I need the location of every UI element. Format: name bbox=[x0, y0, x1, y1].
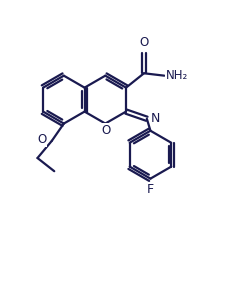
Text: O: O bbox=[102, 124, 111, 137]
Text: O: O bbox=[139, 36, 149, 49]
Text: N: N bbox=[151, 112, 161, 125]
Text: NH₂: NH₂ bbox=[165, 69, 188, 82]
Text: O: O bbox=[37, 133, 47, 146]
Text: F: F bbox=[147, 183, 154, 196]
